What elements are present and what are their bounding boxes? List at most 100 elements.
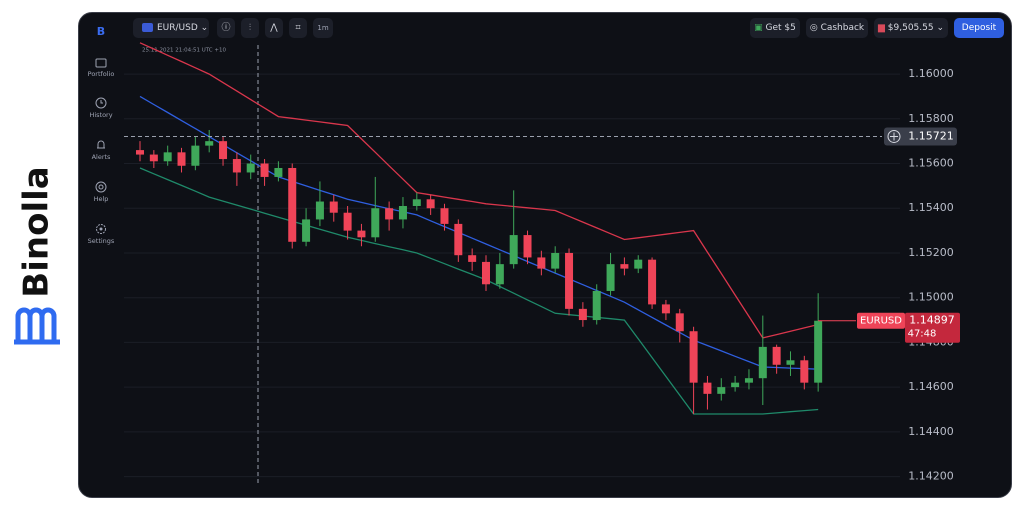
icon-button[interactable]: ⓘ — [217, 18, 235, 38]
y-tick-label: 1.15200 — [908, 246, 954, 259]
candle-body — [523, 235, 532, 258]
icon-button[interactable]: ⫶ — [241, 18, 259, 38]
brand-logo — [14, 307, 60, 345]
candle-body — [578, 308, 587, 321]
symbol-selector[interactable]: EUR/USD ⌄ — [133, 18, 209, 38]
candle-body — [412, 199, 421, 207]
logo-icon: B — [97, 25, 105, 38]
candle-body — [482, 261, 490, 285]
flag: ▆ — [877, 23, 888, 33]
candle-body — [509, 235, 518, 265]
candle-body — [814, 320, 823, 383]
candle-body — [454, 223, 463, 256]
symbol-tag-label: EURUSD — [860, 316, 902, 327]
candle-body — [717, 387, 726, 394]
icon — [95, 97, 107, 109]
candle-body — [177, 152, 186, 166]
candle-body — [219, 141, 228, 160]
countdown: 47:48 — [908, 329, 937, 340]
app-panel — [78, 12, 1012, 498]
candle-body — [703, 382, 712, 394]
candle-body — [315, 201, 324, 220]
nav-alerts[interactable]: Alerts — [80, 139, 122, 161]
brand-strip: Binolla — [0, 0, 78, 512]
candle-body — [689, 331, 698, 383]
crosshair-plus — [890, 132, 898, 141]
indicator-line — [139, 95, 819, 370]
candle-body — [260, 163, 269, 177]
nav-history[interactable]: History — [80, 97, 122, 119]
candle-body — [357, 230, 366, 238]
bonus-label: Get $5 — [765, 23, 796, 33]
gift-icon: ▣ — [754, 23, 766, 33]
icon — [97, 140, 105, 149]
candle-body — [786, 360, 795, 365]
icon — [95, 58, 107, 68]
candle-body — [537, 257, 546, 269]
y-tick-label: 1.14400 — [908, 425, 954, 438]
candle-body — [592, 290, 601, 321]
cashback-button[interactable]: ◎ Cashback — [806, 18, 868, 38]
nav-portfolio[interactable]: Portfolio — [80, 56, 122, 78]
candle-body — [758, 346, 767, 379]
y-tick-label: 1.16000 — [908, 67, 954, 80]
timeframe[interactable]: 1m — [313, 18, 333, 38]
timestamp: 25.11.2021 21:04:51 UTC +10 — [142, 48, 226, 54]
svg-text:B: B — [97, 25, 105, 38]
candle-body — [800, 360, 809, 383]
candle-body — [661, 304, 670, 314]
indicator-line — [139, 42, 819, 339]
nav-label: Settings — [87, 237, 115, 245]
candle-body — [731, 382, 740, 388]
candle-body — [495, 264, 504, 285]
symbol: EUR/USD — [157, 23, 198, 33]
balance: $9,505.55 — [887, 23, 934, 33]
nav-help[interactable]: Help — [80, 181, 122, 203]
candle-body — [620, 264, 629, 269]
candle-body — [302, 219, 311, 242]
crosshair-plus — [887, 129, 901, 143]
candle-body — [274, 167, 283, 177]
nav-label: History — [89, 111, 113, 119]
deposit-button[interactable]: Deposit — [954, 18, 1004, 38]
candle-body — [191, 145, 200, 166]
icon-button[interactable]: ⌗ — [289, 18, 307, 38]
candle-body — [136, 150, 144, 155]
icon — [96, 224, 106, 234]
y-tick-label: 1.15600 — [908, 157, 954, 170]
nav-settings[interactable]: Settings — [80, 223, 122, 245]
y-tick-label: 1.15400 — [908, 201, 954, 214]
candle-body — [675, 313, 684, 332]
candle-body — [232, 159, 241, 173]
bonus-button[interactable]: ▣ Get $5 — [750, 18, 800, 38]
candle-body — [648, 259, 657, 305]
brand-svg: Binolla — [14, 166, 60, 345]
candle-body — [246, 163, 255, 173]
candle-body — [634, 259, 643, 269]
symbol-tag — [857, 312, 905, 329]
brand-name: Binolla — [17, 166, 57, 297]
candle-body — [426, 199, 435, 209]
indicator-line — [139, 167, 819, 415]
y-tick-label: 1.15800 — [908, 112, 954, 125]
nav-label: Help — [93, 195, 109, 203]
candle-body — [772, 346, 781, 365]
candle-body — [440, 208, 449, 224]
candle-body — [398, 206, 407, 220]
candle-body — [288, 167, 297, 242]
crosshair-price: 1.15721 — [908, 129, 954, 142]
y-tick-label: 1.14600 — [908, 380, 954, 393]
candle-body — [205, 141, 214, 146]
crosshair-tag — [884, 127, 957, 146]
icon-button[interactable]: ⋀ — [265, 18, 283, 38]
last-price: 1.14897 — [909, 314, 955, 327]
last-price-tag — [905, 312, 960, 343]
balance-selector[interactable]: ▆ $9,505.55 ⌄ — [874, 18, 948, 38]
candle-body — [744, 378, 753, 383]
candle-body — [149, 154, 158, 162]
candle-body — [371, 208, 380, 238]
flag — [142, 23, 153, 32]
candle-body — [329, 201, 338, 213]
